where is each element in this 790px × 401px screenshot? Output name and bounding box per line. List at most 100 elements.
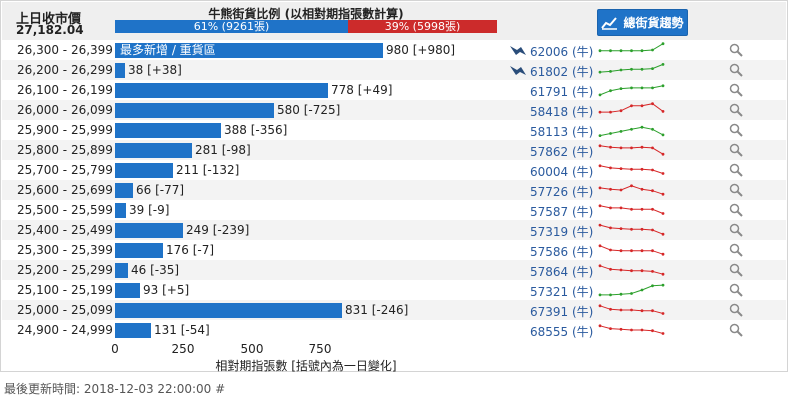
magnifier-icon[interactable]	[729, 63, 743, 77]
trend-sparkline	[598, 125, 665, 137]
trend-sparkline	[598, 84, 665, 97]
table-row: 26,100 - 26,199 778 [+49] 61791 (牛)	[2, 80, 786, 100]
warrant-code-link[interactable]: 57586 (牛)	[530, 245, 594, 259]
chart-bar[interactable]	[115, 203, 126, 218]
x-axis: 0 250 500 750	[111, 342, 415, 362]
magnifier-icon[interactable]	[729, 203, 743, 217]
chart-bar[interactable]	[115, 83, 328, 98]
trend-sparkline	[598, 144, 665, 156]
price-range-label: 26,200 - 26,299	[17, 63, 113, 77]
magnifier-icon[interactable]	[729, 223, 743, 237]
magnifier-icon[interactable]	[729, 163, 743, 177]
last-updated: 最後更新時間: 2018-12-03 22:00:00 #	[4, 382, 226, 396]
bar-value-label: 176 [-7]	[166, 243, 215, 257]
magnifier-icon[interactable]	[729, 323, 743, 337]
warrant-code-link[interactable]: 61802 (牛)	[530, 65, 594, 79]
chart-bar[interactable]	[115, 143, 192, 158]
chart-bar[interactable]	[115, 243, 163, 258]
trend-sparkline	[598, 324, 665, 335]
warrant-code-link[interactable]: 57862 (牛)	[530, 145, 594, 159]
bar-value-label: 38 [+38]	[128, 63, 182, 77]
warrant-code-link[interactable]: 58418 (牛)	[530, 105, 594, 119]
warrant-code-link[interactable]: 61791 (牛)	[530, 85, 594, 99]
price-range-label: 25,800 - 25,899	[17, 143, 113, 157]
cbbc-panel: 上日收市價 27,182.04 牛熊街貨比例 (以相對期指張數計算) 61% (…	[0, 0, 788, 373]
magnifier-icon[interactable]	[729, 263, 743, 277]
chart-bar[interactable]	[115, 103, 274, 118]
price-range-label: 25,600 - 25,699	[17, 183, 113, 197]
bar-value-label: 39 [-9]	[129, 203, 170, 217]
magnifier-icon[interactable]	[729, 183, 743, 197]
bar-value-label: 831 [-246]	[345, 303, 409, 317]
table-row: 25,400 - 25,499 249 [-239] 57319 (牛)	[2, 220, 786, 240]
magnifier-icon[interactable]	[729, 303, 743, 317]
chart-bar[interactable]	[115, 283, 140, 298]
chart-bar[interactable]	[115, 263, 128, 278]
bar-annotation: 最多新增 / 重貨區	[120, 43, 216, 57]
table-row: 25,600 - 25,699 66 [-77] 57726 (牛)	[2, 180, 786, 200]
trend-sparkline	[598, 223, 665, 236]
magnifier-icon[interactable]	[729, 103, 743, 117]
x-tick-label: 500	[240, 342, 264, 356]
table-row: 25,800 - 25,899 281 [-98] 57862 (牛)	[2, 140, 786, 160]
table-row: 25,700 - 25,799 211 [-132] 60004 (牛)	[2, 160, 786, 180]
chart-bar[interactable]	[115, 123, 221, 138]
warrant-code-link[interactable]: 68555 (牛)	[530, 325, 594, 339]
warrant-code-link[interactable]: 58113 (牛)	[530, 125, 594, 139]
magnifier-icon[interactable]	[729, 123, 743, 137]
warrant-code-link[interactable]: 57321 (牛)	[530, 285, 594, 299]
table-row: 25,100 - 25,199 93 [+5] 57321 (牛)	[2, 280, 786, 300]
warrant-code-link[interactable]: 62006 (牛)	[530, 45, 594, 59]
trend-sparkline	[598, 184, 665, 196]
warrant-code-link[interactable]: 67391 (牛)	[530, 305, 594, 319]
table-row: 26,000 - 26,099 580 [-725] 58418 (牛)	[2, 100, 786, 120]
trend-sparkline	[598, 264, 665, 276]
magnifier-icon[interactable]	[729, 243, 743, 257]
ratio-title: 牛熊街貨比例 (以相對期指張數計算)	[208, 7, 404, 21]
chart-bar[interactable]	[115, 223, 183, 238]
chart-bar[interactable]	[115, 63, 125, 78]
trend-sparkline	[598, 63, 665, 74]
warrant-code-link[interactable]: 57587 (牛)	[530, 205, 594, 219]
chart-bar[interactable]	[115, 303, 342, 318]
warrant-code-link[interactable]: 57319 (牛)	[530, 225, 594, 239]
bar-value-label: 580 [-725]	[277, 103, 341, 117]
chart-bar[interactable]	[115, 183, 133, 198]
prev-close-value: 27,182.04	[16, 23, 84, 37]
warrant-code-link[interactable]: 57864 (牛)	[530, 265, 594, 279]
magnifier-icon[interactable]	[729, 43, 743, 57]
x-axis-label: 相對期指張數 [括號內為一日變化]	[215, 359, 397, 373]
x-tick-label: 750	[308, 342, 332, 356]
price-range-label: 25,200 - 25,299	[17, 263, 113, 277]
new-issue-icon	[510, 66, 526, 75]
table-row: 26,300 - 26,399 最多新增 / 重貨區 980 [+980] 62006…	[2, 40, 786, 60]
bar-value-label: 388 [-356]	[224, 123, 288, 137]
x-tick-label: 250	[171, 342, 195, 356]
magnifier-icon[interactable]	[729, 143, 743, 157]
bar-value-label: 66 [-77]	[136, 183, 185, 197]
table-row: 26,200 - 26,299 38 [+38] 61802 (牛)	[2, 60, 786, 80]
table-row: 25,000 - 25,099 831 [-246] 67391 (牛)	[2, 300, 786, 320]
chart-bar[interactable]	[115, 163, 173, 178]
trend-sparkline	[598, 164, 665, 175]
bull-ratio-segment: 61% (9261張)	[115, 20, 349, 33]
magnifier-icon[interactable]	[729, 83, 743, 97]
total-trend-button[interactable]: 總街貨趨勢	[597, 9, 688, 36]
trend-chart-icon	[601, 16, 618, 30]
warrant-code-link[interactable]: 57726 (牛)	[530, 185, 594, 199]
trend-sparkline	[598, 102, 665, 114]
price-range-label: 26,000 - 26,099	[17, 103, 113, 117]
chart-bar[interactable]: 最多新增 / 重貨區	[115, 43, 383, 58]
price-range-label: 26,100 - 26,199	[17, 83, 113, 97]
bar-value-label: 46 [-35]	[131, 263, 180, 277]
magnifier-icon[interactable]	[729, 283, 743, 297]
chart-bar[interactable]	[115, 323, 151, 338]
total-trend-label: 總街貨趨勢	[623, 16, 684, 30]
bar-value-label: 93 [+5]	[143, 283, 190, 297]
price-range-label: 25,700 - 25,799	[17, 163, 113, 177]
price-range-label: 26,300 - 26,399	[17, 43, 113, 57]
price-range-label: 25,900 - 25,999	[17, 123, 113, 137]
bar-value-label: 211 [-132]	[176, 163, 240, 177]
price-range-label: 25,100 - 25,199	[17, 283, 113, 297]
warrant-code-link[interactable]: 60004 (牛)	[530, 165, 594, 179]
